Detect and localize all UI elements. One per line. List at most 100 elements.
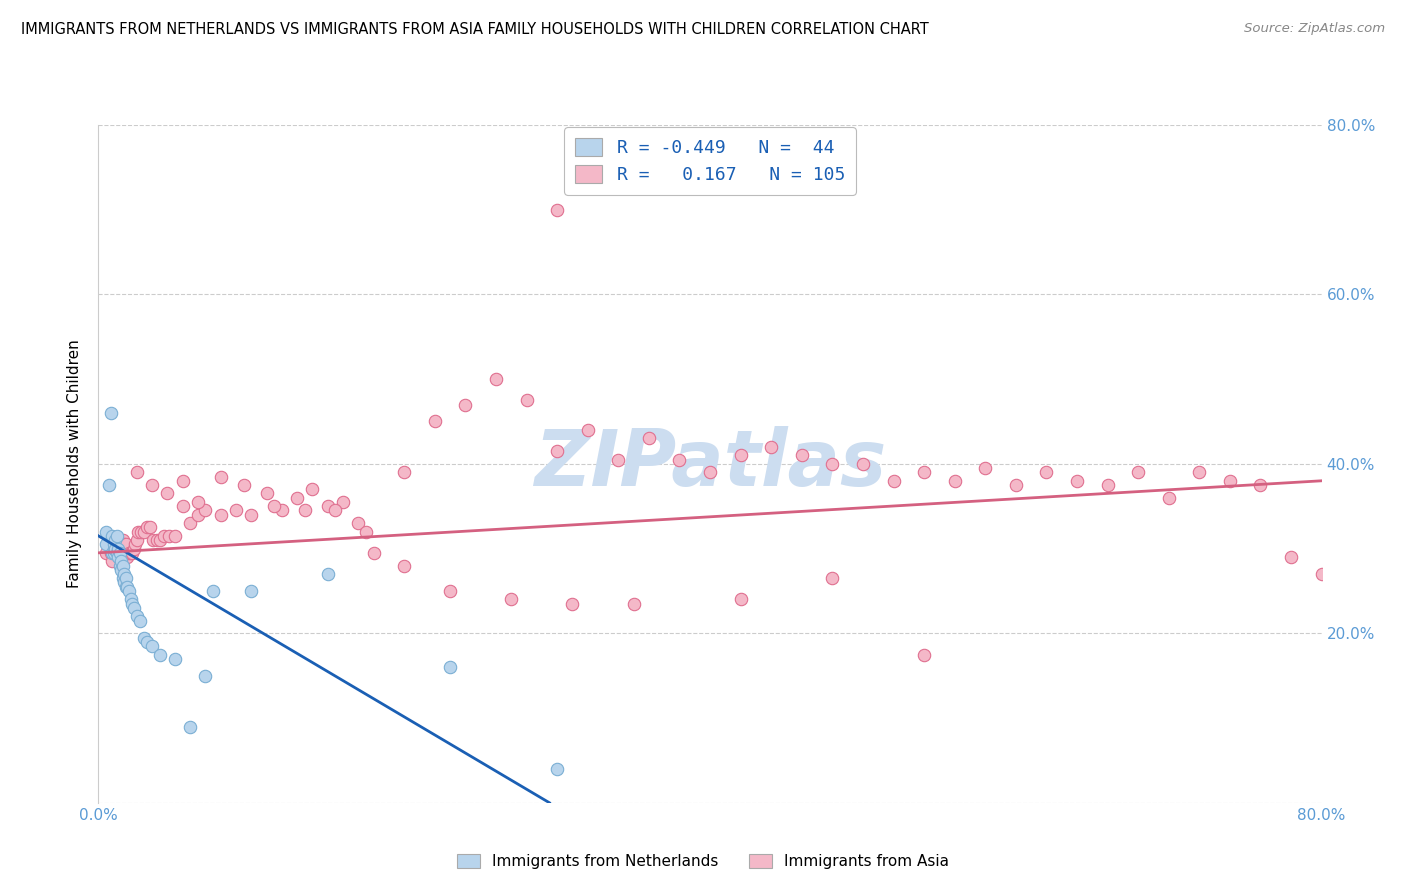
Text: ZIPatlas: ZIPatlas [534,425,886,502]
Point [1035,466,1057,480]
Point [607,452,630,467]
Point [187,508,209,522]
Point [392,558,416,573]
Point [852,457,875,471]
Point [105,546,128,560]
Point [730,592,752,607]
Point [121,546,143,560]
Point [139,520,162,534]
Point [943,474,966,488]
Point [103,537,125,551]
Point [121,597,143,611]
Point [187,495,209,509]
Point [439,584,461,599]
Point [1157,491,1180,505]
Point [125,609,148,624]
Point [179,516,201,530]
Point [120,592,142,607]
Point [163,651,186,665]
Point [363,546,385,560]
Point [439,660,461,674]
Point [110,546,132,560]
Point [107,533,129,548]
Point [285,491,308,505]
Text: Source: ZipAtlas.com: Source: ZipAtlas.com [1244,22,1385,36]
Point [157,529,180,543]
Point [790,449,813,463]
Point [202,584,225,599]
Point [134,524,156,539]
Point [98,478,121,492]
Point [1097,478,1119,492]
Point [546,762,568,776]
Point [561,597,583,611]
Point [163,529,186,543]
Point [136,635,159,649]
Point [97,537,120,551]
Point [294,503,316,517]
Point [104,541,127,556]
Point [115,571,138,585]
Point [111,558,134,573]
Point [209,508,232,522]
Point [194,503,217,517]
Point [108,541,131,556]
Point [1128,466,1150,480]
Point [107,546,129,560]
Point [122,541,145,556]
Point [423,415,446,429]
Point [125,533,148,548]
Point [108,558,131,573]
Point [516,393,538,408]
Point [103,537,125,551]
Point [127,524,149,539]
Point [112,549,135,565]
Point [122,601,145,615]
Point [301,483,323,497]
Point [110,563,132,577]
Point [392,466,416,480]
Point [141,478,163,492]
Point [332,495,354,509]
Point [730,449,752,463]
Point [115,537,138,551]
Point [270,503,292,517]
Point [108,546,131,560]
Point [94,537,117,551]
Point [240,508,263,522]
Text: IMMIGRANTS FROM NETHERLANDS VS IMMIGRANTS FROM ASIA FAMILY HOUSEHOLDS WITH CHILD: IMMIGRANTS FROM NETHERLANDS VS IMMIGRANT… [21,22,929,37]
Point [142,533,165,548]
Point [546,444,568,458]
Point [172,500,194,514]
Point [101,546,124,560]
Point [129,524,152,539]
Point [104,546,127,560]
Point [110,537,132,551]
Point [141,639,163,653]
Point [105,529,128,543]
Legend: R = -0.449   N =  44, R =   0.167   N = 105: R = -0.449 N = 44, R = 0.167 N = 105 [564,128,856,194]
Point [1066,474,1088,488]
Point [149,533,172,548]
Point [110,554,132,568]
Point [454,398,477,412]
Point [115,580,138,594]
Point [883,474,905,488]
Point [115,549,138,565]
Point [105,546,128,560]
Point [120,546,142,560]
Point [124,537,146,551]
Point [103,533,125,548]
Point [117,580,139,594]
Point [325,503,347,517]
Point [912,466,935,480]
Point [209,469,232,483]
Point [107,541,129,556]
Point [699,466,721,480]
Point [111,571,134,585]
Point [156,486,179,500]
Point [104,537,127,551]
Point [316,500,339,514]
Point [100,533,122,548]
Point [1004,478,1026,492]
